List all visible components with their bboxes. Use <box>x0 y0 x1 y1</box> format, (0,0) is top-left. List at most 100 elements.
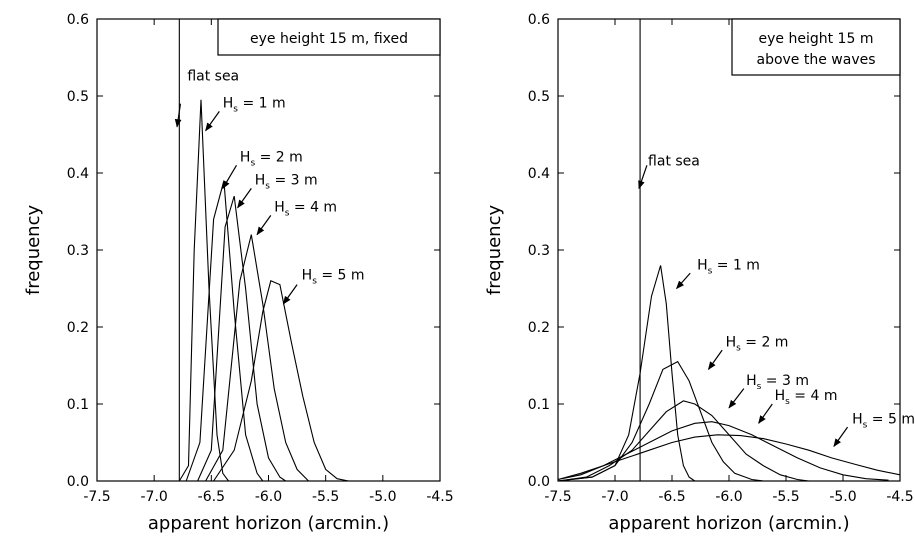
x-tick-label: -4.5 <box>426 489 453 505</box>
series-line-hs-3m <box>557 400 809 482</box>
condition-box-text: eye height 15 m <box>759 31 874 47</box>
y-axis-label: frequency <box>484 205 505 296</box>
label-h: H <box>255 173 266 189</box>
x-axis-label: apparent horizon (arcmin.) <box>608 513 849 534</box>
label-value: = 5 m <box>867 411 915 427</box>
label-h: H <box>775 388 786 404</box>
y-tick-label: 0.0 <box>528 474 550 490</box>
series-label-hs-2m: Hs = 2 m <box>726 334 789 353</box>
condition-box <box>731 18 901 76</box>
annotation-arrow <box>833 426 849 448</box>
plot-frame <box>96 18 441 482</box>
series-line-hs-4m <box>205 234 309 482</box>
annotation-arrow <box>174 103 182 128</box>
series-line-hs-5m <box>213 280 349 482</box>
y-tick-label: 0.4 <box>67 166 89 182</box>
x-tick-label: -5.0 <box>829 489 856 505</box>
series-line-hs-2m <box>185 180 264 482</box>
series-line-hs-3m <box>197 195 287 482</box>
y-tick-label: 0.1 <box>528 397 550 413</box>
label-h: H <box>852 411 863 427</box>
y-tick-label: 0.1 <box>67 397 89 413</box>
y-tick-label: 0.3 <box>67 243 89 259</box>
label-subscript-s: s <box>250 158 255 168</box>
series-label-hs-2m: Hs = 2 m <box>240 149 303 168</box>
label-h: H <box>240 149 251 165</box>
label-h: H <box>302 267 313 283</box>
series-label-hs-1m: Hs = 1 m <box>223 96 286 115</box>
label-value: = 3 m <box>761 373 809 389</box>
y-tick-label: 0.4 <box>528 166 550 182</box>
label-h: H <box>726 334 737 350</box>
y-tick-label: 0.3 <box>528 243 550 259</box>
label-subscript-s: s <box>265 182 270 192</box>
x-tick-label: -6.0 <box>715 489 742 505</box>
y-tick-label: 0.5 <box>67 89 89 105</box>
y-tick-label: 0.2 <box>67 320 89 336</box>
label-value: = 1 m <box>238 96 286 112</box>
y-tick-label: 0.2 <box>528 320 550 336</box>
x-tick-label: -7.0 <box>141 489 168 505</box>
annotation-arrow <box>638 165 648 190</box>
label-subscript-s: s <box>708 266 713 276</box>
annotation-arrow <box>256 215 272 236</box>
series-label-hs-4m: Hs = 4 m <box>274 200 337 219</box>
series-label-hs-5m: Hs = 5 m <box>852 411 915 430</box>
series-line-hs-1m <box>178 99 229 482</box>
flat-sea-label: flat sea <box>187 69 239 85</box>
x-tick-label: -6.0 <box>255 489 282 505</box>
series-label-hs-4m: Hs = 4 m <box>775 388 838 407</box>
annotation-arrow <box>222 164 238 190</box>
x-tick-label: -5.0 <box>369 489 396 505</box>
y-tick-label: 0.6 <box>528 12 550 28</box>
label-value: = 4 m <box>790 388 838 404</box>
label-value: = 2 m <box>255 149 303 165</box>
annotation-arrow <box>676 272 691 290</box>
series-label-hs-3m: Hs = 3 m <box>255 173 318 192</box>
label-subscript-s: s <box>736 343 741 353</box>
label-subscript-s: s <box>285 209 290 219</box>
x-tick-label: -4.5 <box>886 489 913 505</box>
label-h: H <box>697 257 708 273</box>
annotation-arrow <box>237 188 252 209</box>
annotation-arrow <box>205 111 220 132</box>
label-subscript-s: s <box>785 397 790 407</box>
label-subscript-s: s <box>312 276 317 286</box>
annotation-arrow <box>758 403 773 424</box>
chart-panel-2: -7.5 -7.0 -6.5 -6.0 -5.5 -5.0 -4.5 0.0 0.1 0.2 0.3… <box>484 12 915 534</box>
condition-box-text: above the waves <box>756 52 875 68</box>
label-subscript-s: s <box>233 105 238 115</box>
y-axis-label: frequency <box>23 205 44 296</box>
condition-box-text: eye height 15 m, fixed <box>250 31 408 47</box>
x-tick-label: -7.5 <box>544 489 571 505</box>
series-label-hs-1m: Hs = 1 m <box>697 257 760 276</box>
y-tick-label: 0.6 <box>67 12 89 28</box>
annotation-arrow <box>282 284 298 305</box>
label-value: = 2 m <box>741 334 789 350</box>
series-line-hs-4m <box>557 421 889 481</box>
series-line-hs-1m <box>557 265 696 482</box>
label-subscript-s: s <box>757 382 762 392</box>
label-value: = 5 m <box>317 267 365 283</box>
x-tick-label: -6.5 <box>658 489 685 505</box>
series-line-hs-5m <box>557 434 901 481</box>
series-label-hs-3m: Hs = 3 m <box>746 373 809 392</box>
annotation-arrow <box>707 349 723 371</box>
label-h: H <box>223 96 234 112</box>
label-h: H <box>274 200 285 216</box>
x-tick-label: -6.5 <box>198 489 225 505</box>
x-tick-label: -7.5 <box>83 489 110 505</box>
label-subscript-s: s <box>863 420 868 430</box>
flat-sea-label: flat sea <box>648 153 700 169</box>
label-h: H <box>746 373 757 389</box>
series-label-hs-5m: Hs = 5 m <box>302 267 365 286</box>
x-axis-label: apparent horizon (arcmin.) <box>148 513 389 534</box>
label-value: = 1 m <box>712 257 760 273</box>
series-line-hs-2m <box>557 360 764 482</box>
x-tick-label: -7.0 <box>601 489 628 505</box>
y-tick-label: 0.0 <box>67 474 89 490</box>
plot-frame <box>557 18 901 482</box>
label-value: = 3 m <box>270 173 318 189</box>
x-tick-label: -5.5 <box>772 489 799 505</box>
